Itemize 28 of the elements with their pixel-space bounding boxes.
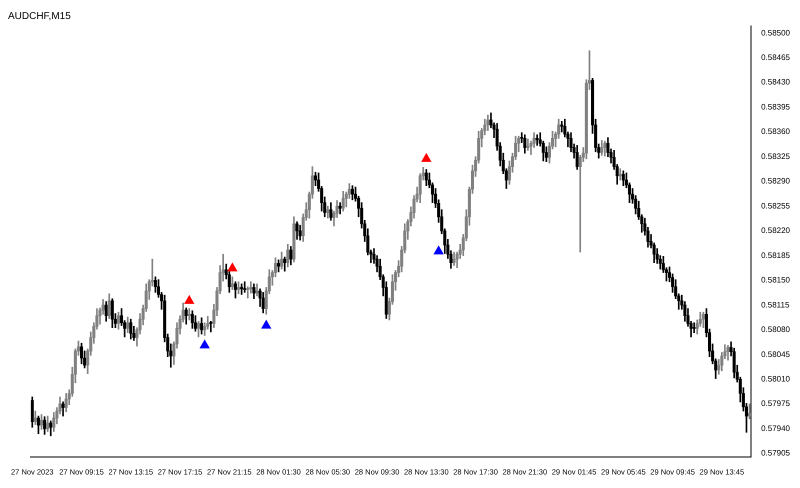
y-tick-label: 0.58150 bbox=[761, 276, 791, 285]
point bbox=[261, 320, 272, 329]
y-tick-label: 0.58395 bbox=[761, 102, 791, 112]
y-tick-label: 0.58360 bbox=[761, 127, 791, 136]
y-tick-label: 0.57905 bbox=[761, 448, 791, 458]
y-tick-label: 0.58185 bbox=[761, 250, 791, 260]
point bbox=[434, 246, 444, 254]
candlestick bbox=[748, 404, 752, 420]
y-tick-label: 0.58255 bbox=[761, 201, 791, 210]
y-tick-label: 0.58290 bbox=[761, 176, 791, 186]
point bbox=[184, 295, 194, 304]
y-tick-label: 0.58080 bbox=[761, 325, 791, 334]
candlestick bbox=[255, 284, 259, 296]
point bbox=[421, 153, 432, 162]
y-tick-label: 0.58500 bbox=[761, 28, 791, 38]
y-tick-label: 0.58430 bbox=[761, 78, 791, 87]
y-tick-label: 0.58220 bbox=[761, 226, 791, 236]
y-tick-label: 0.58045 bbox=[761, 350, 791, 359]
y-tick-label: 0.58465 bbox=[761, 53, 791, 62]
y-tick-label: 0.58010 bbox=[761, 374, 791, 384]
y-tick-label: 0.57975 bbox=[761, 399, 791, 408]
y-tick-label: 0.58325 bbox=[761, 152, 791, 161]
y-tick-label: 0.57940 bbox=[761, 424, 791, 433]
y-tick-label: 0.58115 bbox=[761, 300, 790, 310]
point bbox=[228, 262, 238, 272]
point bbox=[200, 340, 210, 348]
chart-title: AUDCHF,M15 bbox=[8, 10, 72, 22]
candlestick bbox=[237, 281, 240, 294]
